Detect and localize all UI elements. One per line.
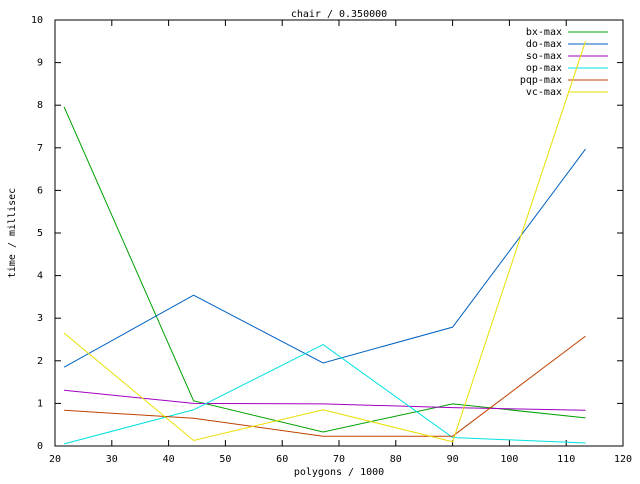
x-tick-label: 120 — [614, 454, 632, 465]
y-axis-label: time / millisec — [7, 188, 18, 278]
legend-label: so-max — [526, 51, 562, 62]
y-tick-label: 9 — [37, 58, 43, 69]
x-axis-label: polygons / 1000 — [294, 467, 384, 478]
series-line — [63, 41, 586, 443]
x-tick-label: 40 — [163, 454, 175, 465]
y-tick-label: 1 — [37, 398, 43, 409]
x-tick-label: 110 — [557, 454, 575, 465]
legend-label: do-max — [526, 39, 562, 50]
x-tick-label: 20 — [49, 454, 61, 465]
legend-label: pqp-max — [520, 75, 562, 86]
series-line — [63, 344, 586, 445]
x-tick-label: 90 — [447, 454, 459, 465]
x-tick-label: 30 — [106, 454, 118, 465]
y-tick-label: 3 — [37, 313, 43, 324]
y-tick-label: 7 — [37, 143, 43, 154]
x-tick-label: 50 — [219, 454, 231, 465]
y-tick-label: 10 — [31, 15, 43, 26]
x-tick-label: 70 — [333, 454, 345, 465]
y-tick-label: 8 — [37, 100, 43, 111]
y-tick-label: 5 — [37, 228, 43, 239]
series-line — [64, 335, 586, 437]
y-tick-label: 0 — [37, 441, 43, 452]
series-line — [63, 106, 586, 433]
series-line — [63, 148, 586, 368]
legend-label: vc-max — [526, 87, 562, 98]
x-tick-label: 60 — [276, 454, 288, 465]
x-tick-label: 100 — [500, 454, 518, 465]
chart-title: chair / 0.350000 — [291, 9, 387, 20]
legend-label: op-max — [526, 63, 562, 74]
y-tick-label: 4 — [37, 271, 43, 282]
x-tick-label: 80 — [390, 454, 402, 465]
series-line — [64, 389, 586, 411]
legend-label: bx-max — [526, 27, 562, 38]
y-tick-label: 6 — [37, 185, 43, 196]
y-tick-label: 2 — [37, 356, 43, 367]
